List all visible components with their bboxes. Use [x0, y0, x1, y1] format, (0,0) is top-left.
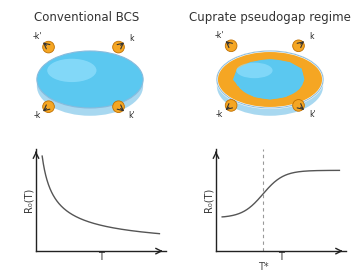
Circle shape	[113, 41, 124, 53]
Text: k': k'	[310, 110, 316, 119]
Text: k: k	[309, 32, 314, 41]
Text: -k': -k'	[215, 31, 224, 40]
Circle shape	[43, 41, 54, 53]
Text: Cuprate pseudogap regime: Cuprate pseudogap regime	[189, 11, 351, 24]
Text: -k': -k'	[32, 32, 41, 41]
Polygon shape	[234, 60, 304, 99]
Ellipse shape	[37, 51, 143, 108]
Ellipse shape	[236, 60, 304, 99]
Circle shape	[225, 40, 237, 52]
Ellipse shape	[217, 51, 323, 108]
Text: Conventional BCS: Conventional BCS	[34, 11, 139, 24]
X-axis label: T: T	[278, 252, 284, 262]
X-axis label: T: T	[98, 252, 104, 262]
Circle shape	[113, 101, 124, 113]
Text: k: k	[129, 33, 134, 42]
Circle shape	[225, 100, 237, 111]
Polygon shape	[236, 60, 302, 85]
Circle shape	[293, 40, 304, 52]
Text: -k: -k	[216, 110, 223, 119]
Text: k': k'	[128, 111, 135, 120]
Ellipse shape	[236, 63, 273, 78]
Text: -k: -k	[33, 111, 40, 120]
Y-axis label: R₀(T): R₀(T)	[203, 188, 213, 212]
Ellipse shape	[37, 56, 143, 116]
Ellipse shape	[47, 59, 96, 82]
Circle shape	[293, 100, 304, 111]
Ellipse shape	[217, 56, 323, 116]
Circle shape	[43, 101, 54, 113]
Text: T*: T*	[258, 262, 268, 270]
Y-axis label: R₀(T): R₀(T)	[23, 188, 33, 212]
